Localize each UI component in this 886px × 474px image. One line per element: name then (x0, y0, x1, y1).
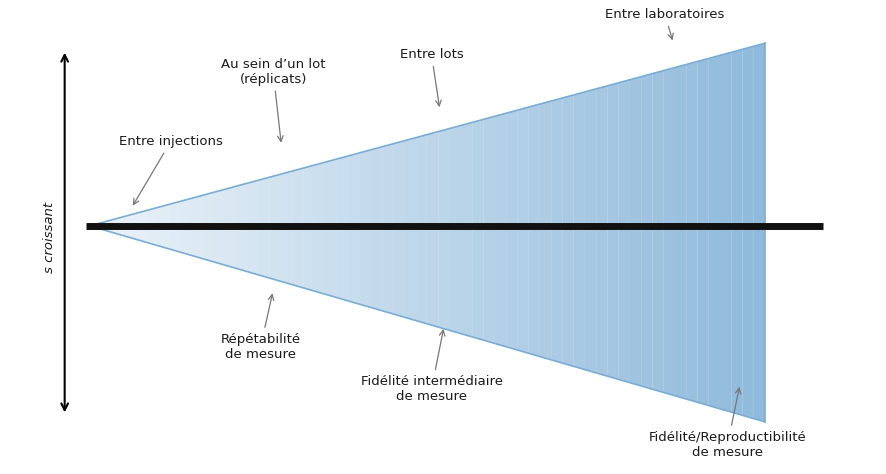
Polygon shape (607, 83, 618, 379)
Polygon shape (584, 89, 595, 373)
Polygon shape (180, 199, 190, 255)
Polygon shape (348, 153, 360, 304)
Polygon shape (427, 131, 438, 327)
Polygon shape (89, 223, 101, 229)
Polygon shape (719, 52, 730, 412)
Polygon shape (393, 141, 404, 318)
Polygon shape (370, 146, 382, 311)
Polygon shape (517, 107, 528, 353)
Text: s croissant: s croissant (43, 201, 56, 273)
Text: Fidélité intermédiaire
de mesure: Fidélité intermédiaire de mesure (360, 330, 502, 403)
Text: Au sein d’un lot
(réplicats): Au sein d’un lot (réplicats) (221, 57, 325, 142)
Polygon shape (753, 43, 764, 422)
Text: Fidélité/Reproductibilité
de mesure: Fidélité/Reproductibilité de mesure (648, 388, 805, 459)
Polygon shape (629, 77, 641, 386)
Polygon shape (663, 67, 674, 396)
Polygon shape (742, 46, 753, 419)
Polygon shape (686, 62, 696, 402)
Polygon shape (135, 210, 146, 242)
Polygon shape (157, 205, 168, 249)
Polygon shape (326, 159, 337, 298)
Polygon shape (123, 214, 135, 239)
Polygon shape (641, 73, 652, 389)
Polygon shape (730, 49, 742, 415)
Polygon shape (494, 113, 506, 347)
Polygon shape (461, 122, 472, 337)
Polygon shape (696, 58, 708, 406)
Polygon shape (550, 98, 562, 363)
Polygon shape (483, 116, 494, 344)
Polygon shape (112, 217, 123, 236)
Polygon shape (618, 80, 629, 383)
Polygon shape (146, 208, 157, 246)
Polygon shape (303, 165, 315, 291)
Polygon shape (438, 128, 449, 330)
Polygon shape (416, 135, 427, 324)
Polygon shape (360, 150, 370, 308)
Polygon shape (190, 195, 202, 258)
Polygon shape (528, 104, 540, 356)
Polygon shape (652, 71, 663, 392)
Polygon shape (674, 64, 686, 399)
Polygon shape (202, 192, 214, 262)
Polygon shape (540, 101, 550, 360)
Polygon shape (449, 126, 461, 334)
Text: Entre laboratoires: Entre laboratoires (604, 8, 724, 39)
Polygon shape (404, 137, 416, 320)
Polygon shape (292, 168, 303, 288)
Polygon shape (382, 144, 393, 314)
Polygon shape (101, 220, 112, 232)
Polygon shape (258, 177, 269, 278)
Text: Entre lots: Entre lots (400, 48, 462, 106)
Polygon shape (214, 189, 224, 265)
Polygon shape (708, 55, 719, 409)
Text: Répétabilité
de mesure: Répétabilité de mesure (221, 294, 300, 361)
Polygon shape (224, 186, 236, 268)
Polygon shape (337, 156, 348, 301)
Polygon shape (573, 92, 584, 370)
Polygon shape (562, 95, 573, 366)
Polygon shape (168, 201, 180, 252)
Polygon shape (472, 119, 483, 340)
Text: Entre injections: Entre injections (119, 135, 222, 204)
Polygon shape (247, 180, 258, 275)
Polygon shape (236, 183, 247, 272)
Polygon shape (269, 174, 281, 282)
Polygon shape (315, 162, 326, 294)
Polygon shape (281, 171, 292, 285)
Polygon shape (506, 110, 517, 350)
Polygon shape (595, 86, 607, 376)
